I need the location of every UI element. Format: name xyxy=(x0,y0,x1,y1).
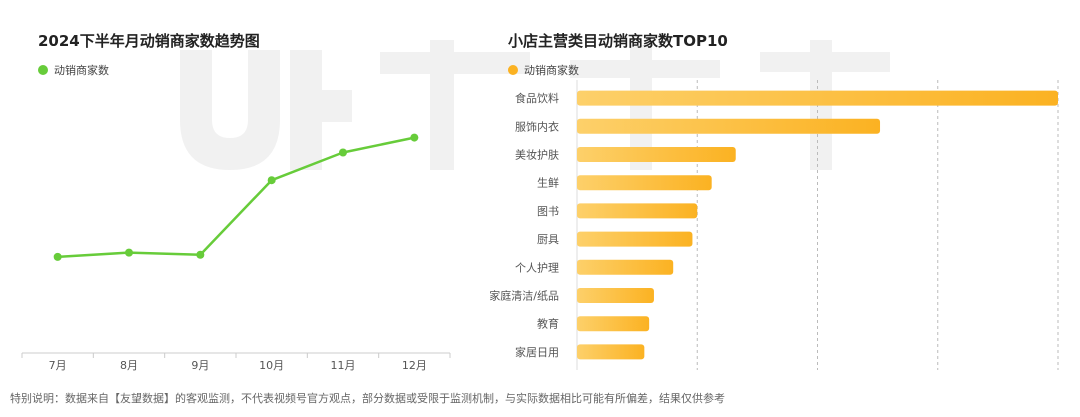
bar-category-label: 教育 xyxy=(537,317,559,331)
watermark-logo xyxy=(180,40,890,170)
bar-chart-title: 小店主营类目动销商家数TOP10 xyxy=(508,32,728,50)
line-data-point xyxy=(339,148,347,157)
line-x-tick-label: 12月 xyxy=(402,359,427,372)
line-x-tick-label: 8月 xyxy=(120,359,138,372)
bar-category-label: 生鲜 xyxy=(537,176,559,190)
bar-category-label: 家居日用 xyxy=(515,345,559,359)
bar-rect xyxy=(577,288,654,303)
line-chart-legend: 动销商家数 xyxy=(38,62,109,78)
bar-rect xyxy=(577,147,736,162)
line-data-point xyxy=(267,176,276,185)
bar-rect xyxy=(577,175,712,191)
line-legend-label: 动销商家数 xyxy=(54,64,109,77)
bar-category-label: 厨具 xyxy=(537,233,559,246)
bar-legend-label: 动销商家数 xyxy=(524,64,579,77)
footnote: 特别说明：数据来自【友望数据】的客观监测，不代表视频号官方观点，部分数据或受限于… xyxy=(10,392,725,405)
bar-category-label: 家庭清洁/纸品 xyxy=(489,289,559,303)
bar-category-label: 图书 xyxy=(537,205,559,218)
bar-rect xyxy=(577,118,881,134)
line-x-tick-label: 11月 xyxy=(331,359,356,372)
line-chart-title: 2024下半年月动销商家数趋势图 xyxy=(38,32,260,50)
bar-legend-marker xyxy=(508,65,518,75)
bar-category-label: 食品饮料 xyxy=(515,91,559,105)
line-legend-marker xyxy=(38,65,48,75)
bar-rect xyxy=(577,259,674,275)
bar-category-label: 个人护理 xyxy=(515,260,559,274)
line-data-point xyxy=(125,248,133,257)
line-series-path xyxy=(57,136,415,259)
line-data-point xyxy=(53,252,62,261)
line-chart: 7月 8月 9月 10月 11月 12月 xyxy=(21,133,451,372)
bar-rect xyxy=(577,231,693,247)
bar-rect xyxy=(577,90,1058,106)
bar-rect xyxy=(577,203,698,219)
bar-category-label: 服饰内衣 xyxy=(515,119,559,133)
bar-chart-legend: 动销商家数 xyxy=(508,62,579,78)
line-data-point xyxy=(196,250,205,259)
line-x-tick-label: 9月 xyxy=(191,359,209,372)
bar-category-label: 美妆护肤 xyxy=(515,148,559,162)
line-x-tick-label: 10月 xyxy=(259,359,284,372)
bar-rect xyxy=(577,316,650,332)
line-data-point xyxy=(410,133,419,142)
bar-rect xyxy=(577,344,645,360)
line-x-tick-label: 7月 xyxy=(49,359,67,372)
